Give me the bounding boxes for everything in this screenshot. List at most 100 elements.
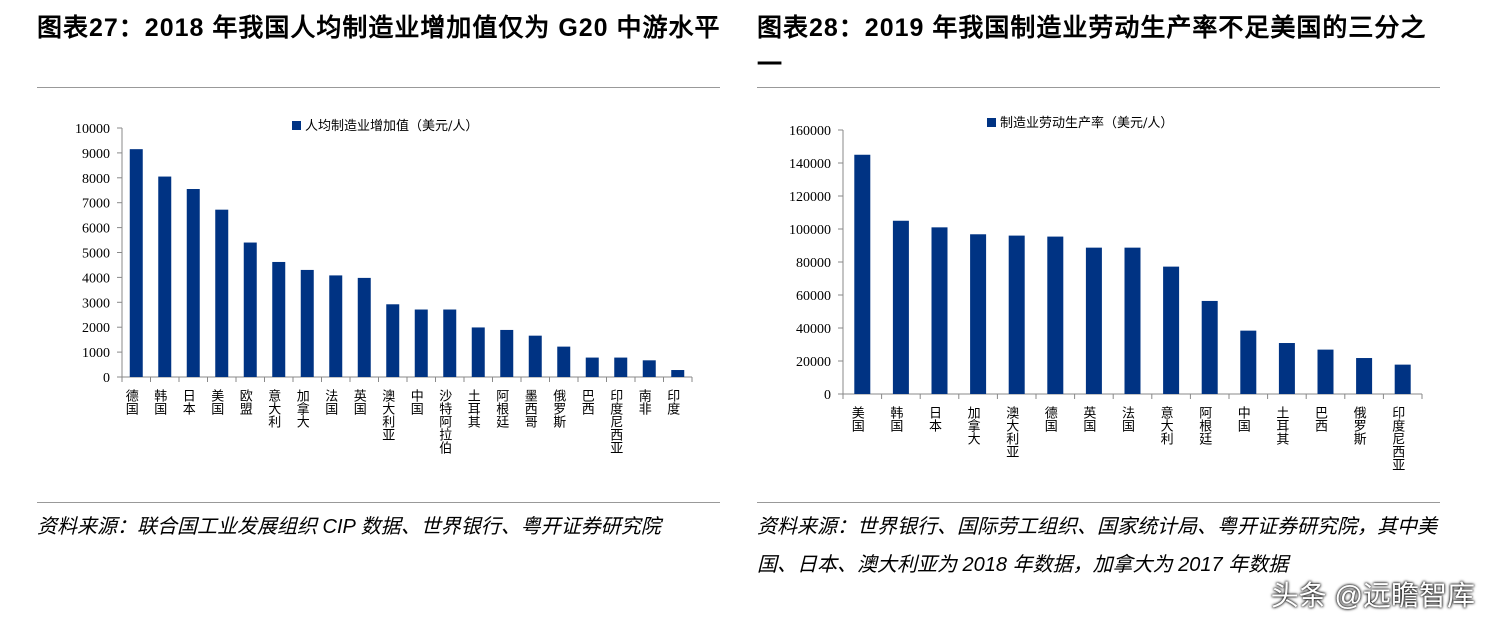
bar [471, 327, 485, 377]
y-tick-label: 20000 [796, 355, 831, 370]
bar [1047, 236, 1064, 394]
chart2-source-rule [757, 502, 1440, 503]
x-tick-label: 中国 [408, 389, 423, 415]
bar [129, 149, 143, 377]
x-tick-label: 美国 [208, 389, 224, 415]
x-tick-label: 印度尼西亚 [1389, 406, 1405, 471]
bar [1008, 235, 1025, 394]
y-tick-label: 5000 [82, 247, 110, 262]
y-tick-label: 40000 [796, 322, 831, 337]
chart1-legend: 人均制造业增加值（美元/人） [292, 115, 478, 134]
bar [386, 304, 400, 377]
chart1-title: 图表27：2018 年我国人均制造业增加值仅为 G20 中游水平 [37, 14, 721, 42]
y-tick-label: 6000 [82, 222, 110, 237]
bar [1201, 300, 1218, 394]
bar [854, 154, 871, 394]
y-tick-label: 1000 [82, 346, 110, 361]
y-tick-label: 9000 [82, 147, 110, 162]
bar [272, 261, 286, 377]
y-tick-label: 2000 [82, 321, 110, 336]
y-tick-label: 100000 [789, 223, 831, 238]
chart2-legend-label: 制造业劳动生产率（美元/人） [1000, 116, 1174, 131]
bar [1394, 364, 1411, 394]
x-tick-label: 法国 [1119, 406, 1135, 432]
y-tick-label: 0 [824, 388, 831, 403]
y-tick-label: 10000 [75, 122, 110, 137]
bar [614, 357, 628, 377]
x-tick-label: 加拿大 [294, 389, 310, 428]
bar [528, 335, 542, 377]
chart1-legend-label: 人均制造业增加值（美元/人） [305, 119, 479, 134]
y-tick-label: 0 [103, 371, 110, 386]
bar [500, 329, 514, 377]
bar [671, 370, 685, 377]
chart1-title-rule [37, 87, 720, 88]
x-tick-label: 英国 [1080, 406, 1096, 432]
legend-swatch [987, 118, 996, 127]
x-tick-label: 南非 [636, 388, 652, 415]
x-tick-label: 土耳其 [465, 389, 481, 428]
legend-swatch [292, 121, 301, 130]
bar [329, 275, 343, 377]
bar [300, 269, 314, 377]
x-tick-label: 巴西 [1312, 406, 1328, 432]
x-tick-label: 德国 [123, 389, 139, 415]
chart1-source-rule [37, 502, 720, 503]
chart2-title: 图表28：2019 年我国制造业劳动生产率不足美国的三分之一 [757, 14, 1427, 79]
x-tick-label: 意大利 [265, 388, 281, 428]
chart2-source: 资料来源：世界银行、国际劳工组织、国家统计局、粤开证券研究院，其中美国、日本、澳… [757, 516, 1437, 576]
x-tick-label: 欧盟 [237, 389, 253, 415]
x-tick-label: 法国 [322, 389, 338, 415]
bar [1124, 247, 1141, 394]
bar [1356, 358, 1373, 394]
x-tick-label: 印度 [664, 389, 680, 415]
bar [243, 242, 257, 377]
x-tick-label: 韩国 [151, 389, 167, 415]
x-tick-label: 日本 [180, 389, 196, 415]
x-tick-label: 阿根廷 [493, 389, 509, 429]
bar [557, 346, 571, 377]
bar [1317, 349, 1334, 394]
bar [1163, 266, 1180, 394]
bar [357, 277, 371, 377]
chart2-legend: 制造业劳动生产率（美元/人） [987, 112, 1173, 131]
y-tick-label: 7000 [82, 197, 110, 212]
x-tick-label: 俄罗斯 [1351, 406, 1367, 446]
bar [443, 309, 457, 377]
bar [215, 209, 229, 377]
x-tick-label: 中国 [1235, 406, 1250, 432]
bar [970, 234, 987, 394]
bar [585, 357, 599, 377]
x-tick-label: 阿根廷 [1196, 406, 1212, 446]
bar [1240, 330, 1257, 394]
x-tick-label: 澳大利亚 [1003, 405, 1019, 458]
bar [414, 309, 428, 377]
watermark: 头条 @远瞻智库 [1270, 580, 1475, 611]
chart1-source: 资料来源：联合国工业发展组织 CIP 数据、世界银行、粤开证券研究院 [37, 516, 661, 538]
y-tick-label: 3000 [82, 296, 110, 311]
y-tick-label: 160000 [789, 124, 831, 139]
x-tick-label: 土耳其 [1273, 406, 1289, 445]
y-tick-label: 140000 [789, 157, 831, 172]
x-tick-label: 意大利 [1158, 405, 1174, 445]
bar [186, 189, 200, 377]
bar [931, 227, 948, 394]
y-tick-label: 8000 [82, 172, 110, 187]
x-tick-label: 德国 [1042, 406, 1058, 432]
x-tick-label: 美国 [849, 406, 865, 432]
x-tick-label: 澳大利亚 [379, 388, 395, 441]
y-tick-label: 4000 [82, 271, 110, 286]
x-tick-label: 加拿大 [965, 406, 981, 445]
bar [158, 176, 172, 377]
bar [642, 360, 656, 377]
x-tick-label: 日本 [926, 406, 942, 432]
x-tick-label: 英国 [351, 389, 367, 415]
bar [892, 220, 909, 394]
x-tick-label: 沙特阿拉伯 [436, 389, 452, 454]
chart2-title-rule [757, 87, 1440, 88]
bar [1278, 343, 1295, 394]
x-tick-label: 巴西 [579, 389, 595, 415]
y-tick-label: 120000 [789, 190, 831, 205]
y-tick-label: 60000 [796, 289, 831, 304]
